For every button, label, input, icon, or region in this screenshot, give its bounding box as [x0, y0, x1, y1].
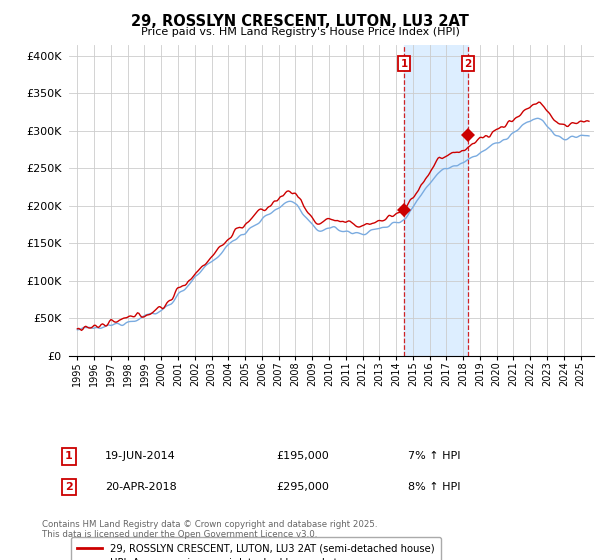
- Text: 7% ↑ HPI: 7% ↑ HPI: [408, 451, 461, 461]
- Text: Contains HM Land Registry data © Crown copyright and database right 2025.
This d: Contains HM Land Registry data © Crown c…: [42, 520, 377, 539]
- Text: 20-APR-2018: 20-APR-2018: [105, 482, 177, 492]
- Text: 2: 2: [65, 482, 73, 492]
- Text: 29, ROSSLYN CRESCENT, LUTON, LU3 2AT: 29, ROSSLYN CRESCENT, LUTON, LU3 2AT: [131, 14, 469, 29]
- Text: 19-JUN-2014: 19-JUN-2014: [105, 451, 176, 461]
- Text: 1: 1: [65, 451, 73, 461]
- Text: 1: 1: [400, 59, 407, 68]
- Text: Price paid vs. HM Land Registry's House Price Index (HPI): Price paid vs. HM Land Registry's House …: [140, 27, 460, 37]
- Legend: 29, ROSSLYN CRESCENT, LUTON, LU3 2AT (semi-detached house), HPI: Average price, : 29, ROSSLYN CRESCENT, LUTON, LU3 2AT (se…: [71, 538, 441, 560]
- Text: £295,000: £295,000: [276, 482, 329, 492]
- Text: 2: 2: [464, 59, 472, 68]
- Text: 8% ↑ HPI: 8% ↑ HPI: [408, 482, 461, 492]
- Bar: [404, 45, 468, 356]
- Text: £195,000: £195,000: [276, 451, 329, 461]
